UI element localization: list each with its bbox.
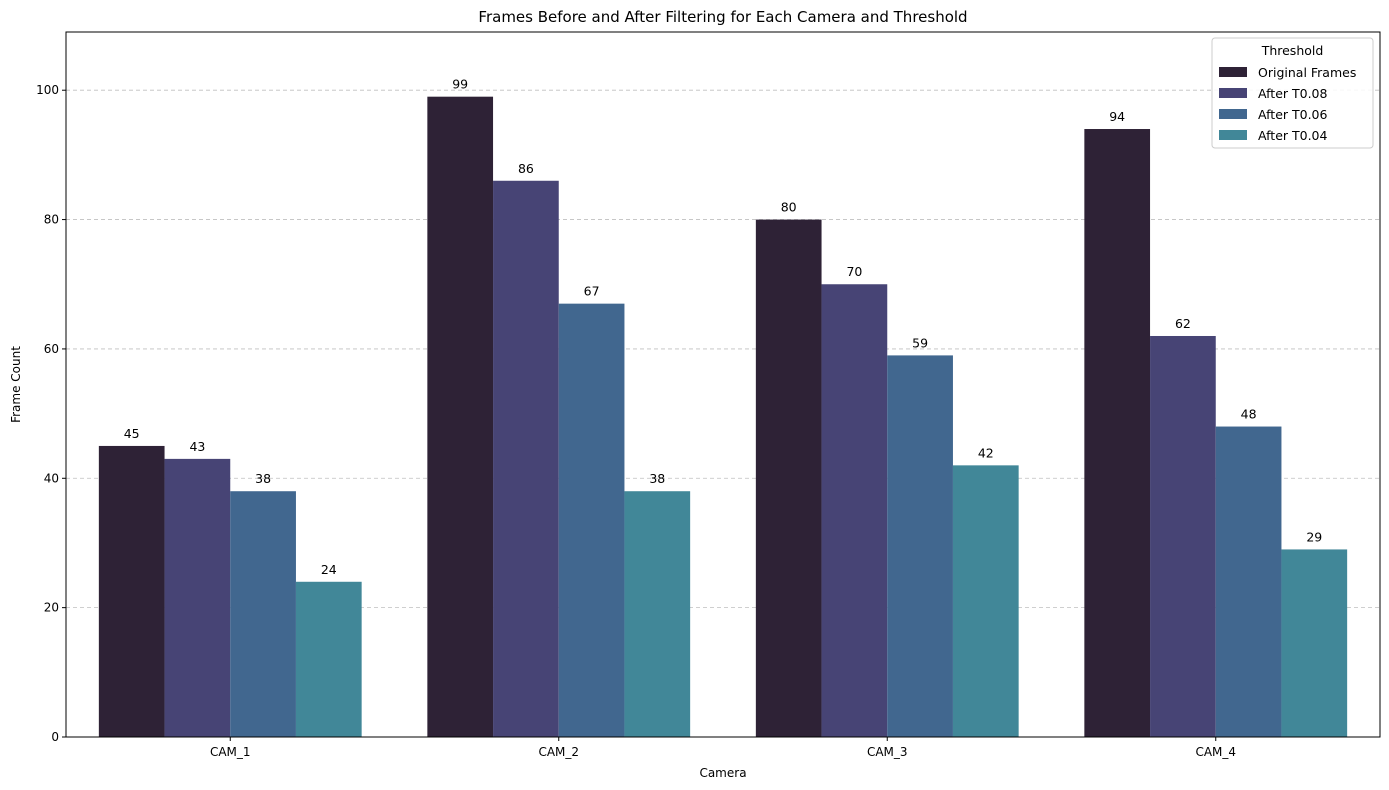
bar [230, 491, 296, 737]
bar [295, 581, 362, 737]
data-label: 38 [255, 471, 271, 486]
data-label: 86 [518, 161, 534, 176]
plot-frame [65, 31, 1381, 738]
y-tick-label: 20 [44, 601, 59, 615]
data-label: 59 [912, 335, 928, 350]
bar [98, 445, 165, 737]
bar [493, 180, 559, 737]
bar [1084, 129, 1151, 738]
bars [98, 96, 1348, 738]
y-tick-label: 80 [44, 213, 59, 227]
legend-frame [1211, 37, 1374, 149]
bar [164, 458, 231, 737]
data-label: 42 [978, 445, 994, 460]
bar [952, 465, 1019, 737]
data-labels: 45 43 38 24 99 86 67 38 80 70 59 42 94 62 48 29 [124, 77, 1323, 577]
x-tick-label: CAM_3 [867, 745, 908, 759]
x-tick-label: CAM_2 [538, 745, 579, 759]
data-label: 94 [1109, 109, 1125, 124]
legend-title: Threshold [1261, 43, 1324, 58]
y-tick-label: 100 [36, 83, 59, 97]
bar [427, 96, 494, 738]
legend-swatch [1219, 109, 1247, 119]
legend: Threshold Original Frames After T0.08 Afte… [1211, 37, 1374, 149]
bar [558, 303, 625, 737]
bar [1150, 335, 1216, 737]
data-label: 80 [781, 200, 797, 215]
data-label: 24 [321, 562, 337, 577]
data-label: 29 [1306, 529, 1322, 544]
data-label: 43 [189, 439, 205, 454]
x-tick-label: CAM_4 [1195, 745, 1236, 759]
data-label: 70 [846, 264, 862, 279]
x-tick-label: CAM_1 [210, 745, 251, 759]
data-label: 48 [1241, 407, 1257, 422]
legend-swatch [1219, 88, 1247, 98]
data-label: 62 [1175, 316, 1191, 331]
legend-entry: After T0.04 [1258, 128, 1328, 143]
bar [821, 284, 888, 737]
legend-swatch [1219, 67, 1247, 77]
data-label: 38 [649, 471, 665, 486]
y-axis-label: Frame Count [9, 346, 23, 423]
data-label: 67 [584, 284, 600, 299]
legend-entry: Original Frames [1258, 65, 1356, 80]
data-label: 45 [124, 426, 140, 441]
bar [887, 355, 953, 737]
data-label: 99 [452, 77, 468, 92]
bar [624, 491, 691, 737]
x-axis-label: Camera [699, 766, 746, 780]
axes: 0 20 40 60 80 100 CAM_1 CAM_2 CAM_3 CAM_4 [36, 31, 1381, 759]
chart-title: Frames Before and After Filtering for Ea… [478, 8, 967, 26]
bar [1281, 549, 1348, 737]
legend-swatch [1219, 130, 1247, 140]
y-tick-label: 40 [44, 471, 59, 485]
legend-entry: After T0.06 [1258, 107, 1328, 122]
y-tick-label: 60 [44, 342, 59, 356]
bar [1215, 426, 1282, 737]
y-tick-label: 0 [51, 730, 59, 744]
legend-entry: After T0.08 [1258, 86, 1328, 101]
bar [755, 219, 822, 738]
